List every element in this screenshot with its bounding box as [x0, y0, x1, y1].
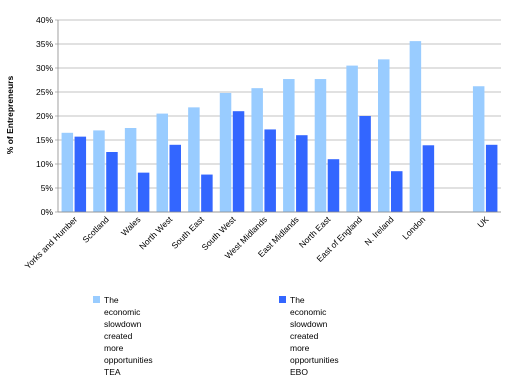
- x-tick-label: Yorks and Humber: [23, 214, 80, 271]
- y-tick-label: 25%: [36, 87, 53, 97]
- bar-tea: [93, 130, 105, 212]
- legend-item-ebo: The economic slowdown created more oppor…: [279, 294, 339, 378]
- x-tick-label: London: [400, 214, 427, 241]
- bar-ebo: [201, 174, 213, 212]
- bar-tea: [283, 79, 295, 212]
- bars: [61, 41, 498, 213]
- x-tick-label: UK: [475, 214, 491, 230]
- bar-ebo: [296, 135, 308, 212]
- bar-ebo: [485, 144, 498, 212]
- x-tick-label: North West: [137, 214, 174, 251]
- bar-tea: [188, 107, 200, 212]
- y-tick-label: 10%: [36, 159, 53, 169]
- legend-label-tea: The economic slowdown created more oppor…: [104, 294, 153, 378]
- legend-line: The economic slowdown: [290, 295, 328, 329]
- x-tick-label: Scotland: [80, 214, 111, 245]
- chart-frame: 0% 5% 10% 15% 20% 25% 30% 35% 40% Yorks and Humbe…: [5, 15, 501, 271]
- y-tick-label: 30%: [36, 63, 53, 73]
- bar-ebo: [391, 171, 403, 212]
- bar-ebo: [106, 152, 118, 212]
- bar-ebo: [422, 145, 435, 212]
- bar-tea: [124, 128, 137, 212]
- bar-ebo: [264, 129, 276, 212]
- bar-tea: [61, 132, 74, 212]
- bar-ebo: [327, 159, 340, 212]
- y-tick-label: 15%: [36, 135, 53, 145]
- bar-tea: [219, 92, 232, 212]
- bar-tea: [472, 86, 485, 212]
- legend-line: The economic slowdown: [104, 295, 142, 329]
- x-tick-label: N. Ireland: [363, 214, 396, 247]
- y-axis-title: % of Entrepreneurs: [5, 76, 15, 155]
- legend-line: created more opportunities EBO: [290, 331, 339, 377]
- y-tick-label: 35%: [36, 39, 53, 49]
- bar-tea: [251, 88, 263, 212]
- bar-ebo: [137, 172, 150, 212]
- legend-item-tea: The economic slowdown created more oppor…: [93, 294, 153, 378]
- bar-ebo: [359, 116, 371, 212]
- bar-tea: [409, 41, 422, 213]
- bar-tea: [378, 59, 390, 212]
- y-tick-label: 5%: [41, 183, 54, 193]
- bar-ebo: [232, 111, 245, 212]
- gridlines: [58, 19, 501, 213]
- bar-chart: 0% 5% 10% 15% 20% 25% 30% 35% 40% Yorks and Humbe…: [5, 15, 501, 271]
- x-tick-label: Wales: [119, 214, 143, 238]
- legend-swatch-tea: [93, 296, 100, 303]
- y-tick-label: 40%: [36, 15, 53, 25]
- legend-line: created more opportunities TEA: [104, 331, 153, 377]
- bar-ebo: [74, 136, 87, 212]
- bar-tea: [346, 65, 358, 212]
- bar-ebo: [169, 144, 181, 212]
- y-tick-label: 20%: [36, 111, 53, 121]
- bar-tea: [314, 79, 327, 212]
- bar-tea: [156, 113, 168, 212]
- legend-swatch-ebo: [279, 296, 286, 303]
- y-tick-label: 0%: [41, 207, 54, 217]
- legend-label-ebo: The economic slowdown created more oppor…: [290, 294, 339, 378]
